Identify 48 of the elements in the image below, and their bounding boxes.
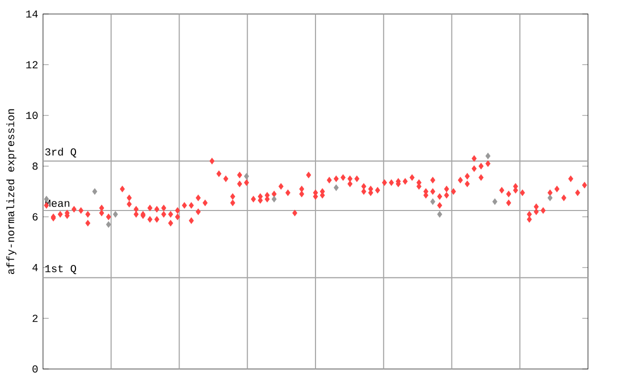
point bbox=[444, 192, 450, 198]
y-tick-label: 14 bbox=[26, 10, 38, 18]
point bbox=[526, 216, 532, 223]
point bbox=[472, 165, 477, 172]
point bbox=[361, 188, 366, 195]
point bbox=[485, 152, 490, 160]
point bbox=[492, 198, 498, 205]
point bbox=[147, 216, 152, 223]
ref-line-label: 1st Q bbox=[45, 264, 76, 274]
point bbox=[161, 211, 166, 218]
point bbox=[334, 184, 339, 191]
point bbox=[506, 200, 512, 206]
point bbox=[299, 190, 304, 198]
y-tick-label: 6 bbox=[32, 213, 38, 220]
point bbox=[478, 174, 484, 181]
y-tick-label: 12 bbox=[26, 61, 38, 68]
y-tick-label: 10 bbox=[26, 112, 38, 120]
point bbox=[464, 180, 470, 188]
point bbox=[437, 202, 442, 209]
point bbox=[106, 221, 112, 228]
point bbox=[534, 208, 539, 215]
point bbox=[112, 211, 118, 218]
point bbox=[348, 180, 352, 188]
point bbox=[99, 210, 104, 216]
point bbox=[237, 172, 242, 178]
point bbox=[85, 220, 90, 226]
point bbox=[154, 216, 160, 223]
y-tick-label: 0 bbox=[32, 365, 38, 373]
point bbox=[196, 208, 201, 215]
point bbox=[126, 200, 132, 208]
y-tick-label: 4 bbox=[32, 264, 38, 272]
point bbox=[258, 197, 263, 204]
point bbox=[168, 211, 174, 218]
y-tick-label: 2 bbox=[32, 314, 38, 322]
point bbox=[92, 188, 98, 195]
point bbox=[188, 217, 194, 224]
point bbox=[230, 200, 236, 206]
point bbox=[272, 196, 277, 202]
point bbox=[430, 188, 436, 195]
point bbox=[437, 211, 442, 218]
point bbox=[548, 194, 553, 202]
y-tick-label: 8 bbox=[32, 162, 38, 170]
point bbox=[175, 214, 180, 220]
point bbox=[430, 198, 436, 205]
point bbox=[244, 173, 249, 180]
y-axis-title: affy-normalized expression bbox=[6, 109, 16, 274]
point bbox=[134, 211, 139, 218]
ref-line-label: 3rd Q bbox=[45, 148, 76, 158]
